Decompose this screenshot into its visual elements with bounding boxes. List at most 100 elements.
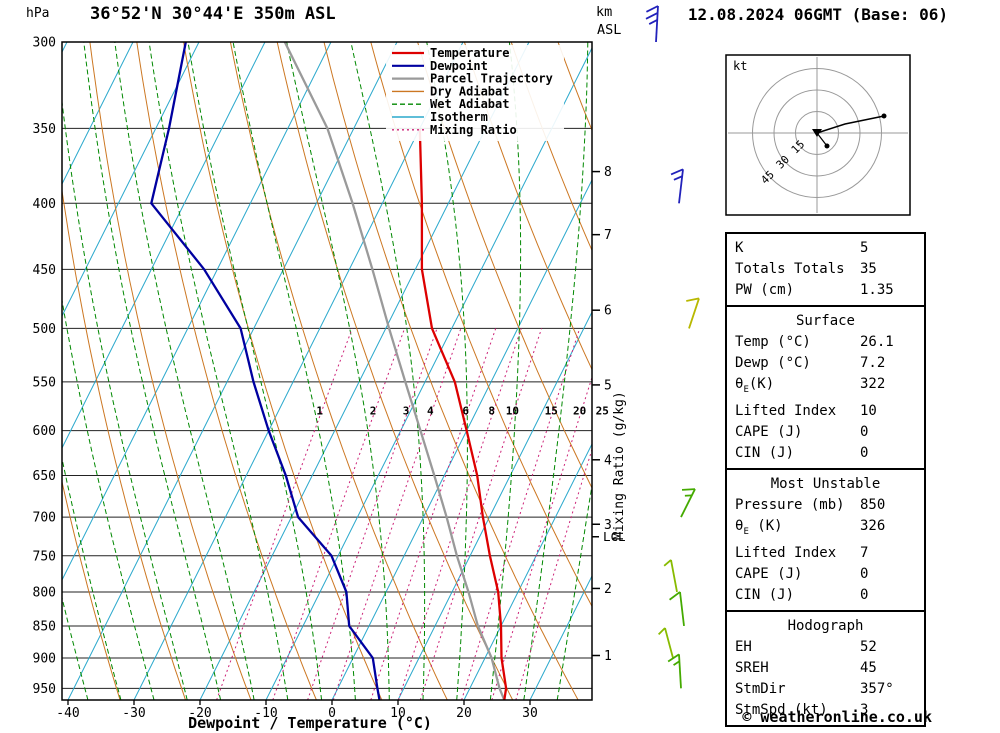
pressure-tick-label: 800 (33, 585, 56, 600)
temperature-tick-label: 30 (522, 706, 538, 721)
stat-value: 7.2 (860, 355, 886, 371)
pressure-unit-label: hPa (26, 6, 50, 21)
wind-barbs (645, 5, 700, 689)
pressure-tick-label: 750 (33, 549, 56, 564)
legend-label: Dewpoint (430, 59, 488, 73)
stat-label: EH (735, 638, 752, 655)
wind-barb (680, 488, 696, 518)
temperature-axis: -40 -30 -20 -10 0 10 20 30 (56, 700, 538, 721)
legend-label: Dry Adiabat (430, 84, 509, 98)
stat-label: Totals Totals (735, 261, 845, 277)
mixing-ratio-label: 20 (573, 404, 586, 417)
temperature-tick-label: -10 (254, 706, 277, 721)
temperature-tick-label: -40 (56, 706, 79, 721)
pressure-tick-label: 400 (33, 197, 56, 212)
stat-value: 357° (860, 680, 894, 697)
stat-label: CIN (J) (735, 444, 795, 461)
stat-value: 850 (860, 496, 886, 513)
hodograph-stats-box-row: StmDir 357° (727, 679, 924, 700)
most-unstable-box-row: CIN (J) 0 (727, 585, 924, 606)
page-title: 36°52'N 30°44'E 350m ASL (90, 4, 336, 24)
legend-label: Mixing Ratio (430, 123, 517, 137)
pressure-tick-label: 500 (33, 322, 56, 337)
surface-box-row: Lifted Index 10 (727, 401, 924, 422)
most-unstable-box-row: CAPE (J) 0 (727, 564, 924, 585)
pressure-tick-label: 700 (33, 511, 56, 526)
km-tick-label: 2 (604, 582, 612, 597)
pressure-tick-label: 300 (33, 36, 56, 51)
most-unstable-box-row: Lifted Index 7 (727, 543, 924, 564)
pressure-tick-label: 550 (33, 375, 56, 390)
km-tick-label: 4 (604, 453, 612, 468)
stat-label: CIN (J) (735, 586, 795, 603)
wet-adiabat-lines (62, 42, 592, 700)
dewpoint-curve (150, 42, 381, 700)
temperature-tick-label: 10 (390, 706, 406, 721)
km-tick-label: 7 (604, 228, 612, 243)
stat-label: θE (K) (735, 517, 783, 537)
pressure-tick-label: 600 (33, 424, 56, 439)
mixing-ratio-lines (216, 328, 592, 700)
most-unstable-box: Most Unstable Pressure (mb) 850 θE (K) 326 Li… (725, 467, 926, 612)
mixing-ratio-label: 6 (462, 404, 469, 417)
lcl-label: LCL (603, 529, 626, 544)
surface-box-row: Dewp (°C) 7.2 (727, 353, 924, 374)
temperature-tick-label: -30 (122, 706, 145, 721)
isotherm-lines (62, 42, 592, 700)
mixing-ratio-label: 8 (488, 404, 495, 417)
stat-label: Temp (°C) (735, 334, 811, 350)
legend-label: Parcel Trajectory (430, 72, 553, 86)
legend-label: Isotherm (430, 110, 488, 124)
mixing-ratio-label: 4 (427, 404, 434, 417)
stat-label: PW (cm) (735, 282, 795, 298)
mixing-ratio-label: 15 (545, 404, 558, 417)
stat-value: 326 (860, 517, 886, 534)
temperature-tick-label: 20 (456, 706, 472, 721)
km-tick-label: 5 (604, 378, 612, 393)
surface-box-row: θE(K) 322 (727, 374, 924, 401)
stat-value: 35 (860, 261, 877, 277)
temperature-tick-label: -20 (188, 706, 211, 721)
stat-value: 5 (860, 240, 869, 256)
x-axis-title: Dewpoint / Temperature (°C) (188, 714, 432, 732)
pressure-tick-label: 900 (33, 652, 56, 667)
stat-value: 0 (860, 444, 869, 461)
dry-adiabat-lines (62, 42, 592, 700)
stat-label: StmDir (735, 680, 786, 697)
hodograph-stats-box: Hodograph EH 52 SREH 45 StmDir 357° StmSpd (kt)… (725, 609, 926, 727)
km-axis: 8 7 6 5 4 3 2 1 LCL (592, 165, 626, 664)
indices-box-row: PW (cm) 1.35 (727, 280, 924, 301)
hodograph-stats-box-title: Hodograph (787, 617, 864, 634)
pressure-tick-label: 450 (33, 263, 56, 278)
pressure-tick-label: 650 (33, 469, 56, 484)
km-tick-label: 1 (604, 649, 612, 664)
surface-box-row: Temp (°C) 26.1 (727, 332, 924, 353)
pressure-tick-label: 350 (33, 122, 56, 137)
legend-label: Temperature (430, 46, 509, 60)
stat-label: CAPE (J) (735, 423, 803, 440)
stat-value: 26.1 (860, 334, 894, 350)
stat-label: θE(K) (735, 376, 775, 395)
stat-value: 322 (860, 376, 886, 392)
stat-label: Pressure (mb) (735, 496, 845, 513)
stat-label: StmSpd (kt) (735, 701, 828, 718)
copyright-link[interactable]: © weatheronline.co.uk (742, 708, 932, 726)
km-tick-label: 8 (604, 165, 612, 180)
surface-box-row: CIN (J) 0 (727, 443, 924, 464)
stat-label: K (735, 240, 744, 256)
wind-barb (670, 168, 684, 204)
mixing-ratio-label: 2 (370, 404, 377, 417)
stat-value: 10 (860, 402, 877, 419)
indices-box-row: Totals Totals 35 (727, 259, 924, 280)
mixing-ratio-label: 1 (316, 404, 323, 417)
km-tick-label: 3 (604, 518, 612, 533)
mixing-ratio-label: 10 (506, 404, 519, 417)
mixing-ratio-labels: 1 2 3 4 6 8 10 15 20 25 (316, 404, 608, 417)
stat-label: Lifted Index (735, 402, 837, 419)
plot-border (61, 41, 593, 701)
mixing-ratio-label: 25 (596, 404, 609, 417)
